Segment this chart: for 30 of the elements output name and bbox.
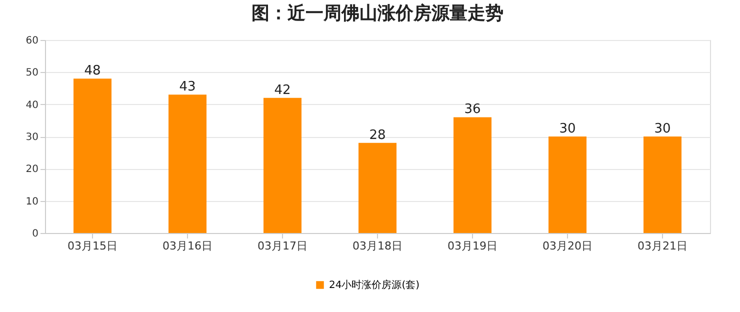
data-label: 28	[369, 128, 386, 143]
y-tick-label: 40	[26, 100, 38, 111]
bar	[454, 117, 492, 233]
x-tick-label: 03月15日	[68, 240, 118, 252]
bar	[168, 94, 206, 233]
bar	[358, 142, 396, 233]
data-label: 42	[274, 82, 291, 98]
data-label: 48	[84, 64, 101, 79]
y-tick-label: 60	[26, 36, 38, 46]
y-tick-label: 20	[26, 164, 38, 176]
data-label: 30	[654, 122, 671, 136]
data-label: 30	[559, 122, 576, 136]
y-tick-label: 10	[26, 196, 38, 208]
x-tick-label: 03月18日	[352, 240, 402, 252]
x-tick-label: 03月17日	[258, 240, 308, 252]
bar	[264, 98, 302, 233]
x-tick-label: 03月20日	[542, 240, 592, 252]
chart-title: 图：近一周佛山涨价房源量走势	[252, 3, 504, 24]
y-tick-label: 30	[26, 132, 38, 143]
x-tick-label: 03月21日	[638, 240, 688, 252]
y-tick-label: 50	[26, 68, 38, 79]
x-tick-label: 03月19日	[448, 240, 498, 252]
bar	[74, 78, 112, 233]
bar	[644, 136, 682, 233]
legend-label: 24小时涨价房源(套)	[329, 279, 420, 291]
data-label: 36	[464, 102, 481, 118]
x-tick-label: 03月16日	[162, 240, 212, 252]
data-label: 43	[179, 80, 196, 95]
bar	[548, 136, 586, 233]
y-tick-label: 0	[32, 228, 38, 240]
